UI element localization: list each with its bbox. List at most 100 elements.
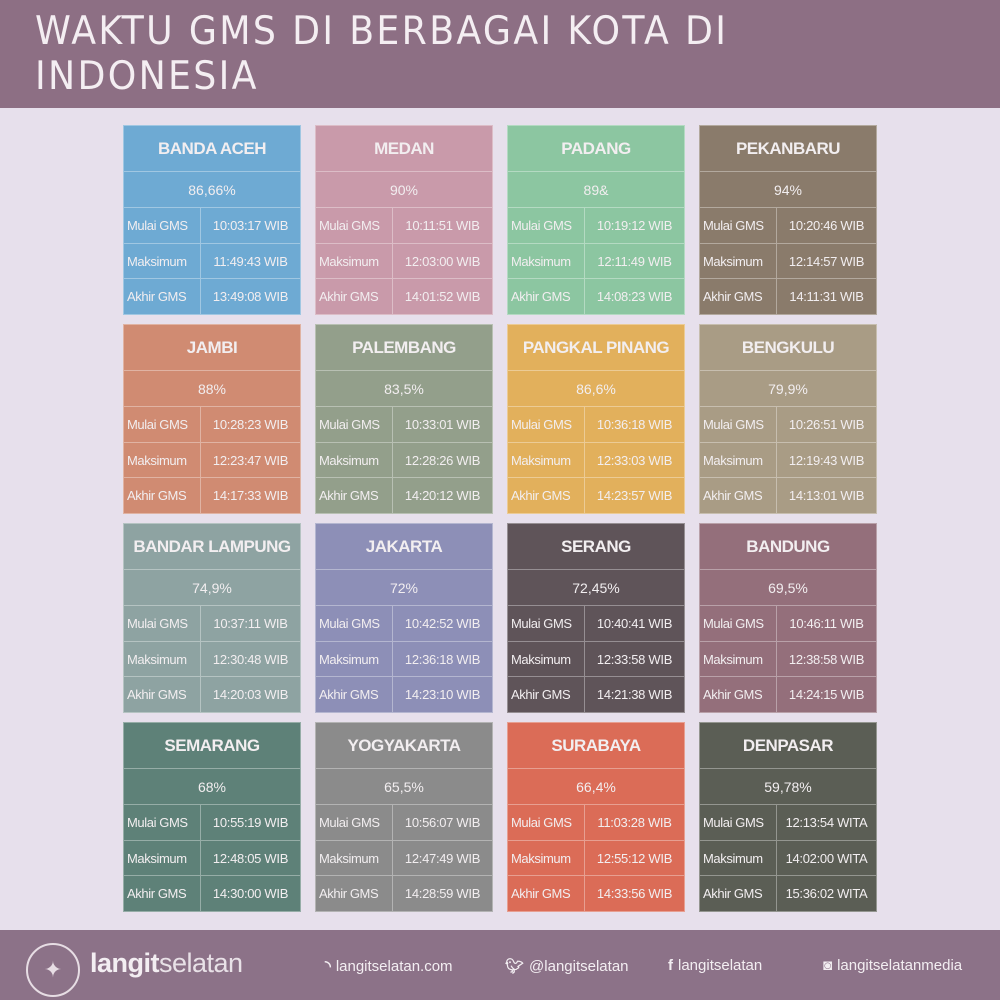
time-row: Mulai GMS 10:26:51 WIB <box>700 407 876 443</box>
time-label: Maksimum <box>508 243 585 279</box>
time-value: 12:23:47 WIB <box>212 452 289 468</box>
time-label: Akhir GMS <box>508 279 585 315</box>
time-row: Mulai GMS 10:28:23 WIB <box>124 407 300 443</box>
time-label: Mulai GMS <box>508 407 585 442</box>
time-row: Maksimum 12:38:58 WIB <box>700 641 876 678</box>
time-row: Maksimum 12:30:48 WIB <box>124 641 300 678</box>
time-row: Maksimum 12:11:49 WIB <box>508 243 684 280</box>
city-name: BANDA ACEH <box>124 126 300 172</box>
time-label: Mulai GMS <box>316 407 393 442</box>
brand-name: langitselatan <box>90 948 243 979</box>
time-value: 12:36:18 WIB <box>404 651 481 667</box>
city-name: BANDAR LAMPUNG <box>124 524 300 570</box>
time-row: Akhir GMS 14:30:00 WIB <box>124 876 300 912</box>
time-row: Maksimum 14:02:00 WITA <box>700 840 876 877</box>
city-card: SEMARANG 68% Mulai GMS 10:55:19 WIB Maksimum… <box>123 722 301 912</box>
city-name: MEDAN <box>316 126 492 172</box>
time-value: 14:20:12 WIB <box>404 488 481 504</box>
time-value: 14:28:59 WIB <box>404 886 481 902</box>
eclipse-percentage: 59,78% <box>700 769 876 805</box>
time-label: Akhir GMS <box>700 279 777 315</box>
website-link[interactable]: ◝ langitselatan.com <box>325 957 453 976</box>
instagram-text: langitselatanmedia <box>837 957 963 974</box>
instagram-link[interactable]: ◙ langitselatanmedia <box>823 957 962 974</box>
city-card: SERANG 72,45% Mulai GMS 10:40:41 WIB Maksimu… <box>507 523 685 713</box>
city-name: PEKANBARU <box>700 126 876 172</box>
time-label: Mulai GMS <box>700 805 777 840</box>
eclipse-percentage: 69,5% <box>700 570 876 606</box>
time-label: Maksimum <box>316 243 393 279</box>
langitselatan-logo: ✦ <box>26 943 80 997</box>
time-label: Akhir GMS <box>508 876 585 912</box>
time-row: Akhir GMS 14:11:31 WIB <box>700 279 876 315</box>
time-label: Akhir GMS <box>700 876 777 912</box>
facebook-text: langitselatan <box>678 957 763 974</box>
time-label: Mulai GMS <box>700 606 777 641</box>
time-row: Akhir GMS 14:23:57 WIB <box>508 478 684 514</box>
time-value: 14:21:38 WIB <box>596 687 673 703</box>
time-value: 10:33:01 WIB <box>404 416 481 432</box>
time-value: 14:13:01 WIB <box>788 488 865 504</box>
time-label: Mulai GMS <box>316 606 393 641</box>
time-row: Mulai GMS 10:36:18 WIB <box>508 407 684 443</box>
time-label: Akhir GMS <box>124 279 201 315</box>
time-value: 10:20:46 WIB <box>788 217 865 233</box>
page-title: WAKTU GMS DI BERBAGAI KOTA DI INDONESIA <box>35 9 729 99</box>
city-card: PADANG 89& Mulai GMS 10:19:12 WIB Maksimum 12… <box>507 125 685 315</box>
time-value: 14:30:00 WIB <box>212 886 289 902</box>
time-label: Maksimum <box>508 641 585 677</box>
time-label: Mulai GMS <box>124 805 201 840</box>
eclipse-percentage: 66,4% <box>508 769 684 805</box>
time-value: 10:46:11 WIB <box>789 615 864 631</box>
time-label: Mulai GMS <box>124 606 201 641</box>
time-label: Mulai GMS <box>316 208 393 243</box>
time-row: Akhir GMS 14:01:52 WIB <box>316 279 492 315</box>
time-row: Akhir GMS 14:24:15 WIB <box>700 677 876 713</box>
time-row: Maksimum 12:19:43 WIB <box>700 442 876 479</box>
time-row: Mulai GMS 10:20:46 WIB <box>700 208 876 244</box>
time-value: 10:26:51 WIB <box>788 416 865 432</box>
eclipse-percentage: 65,5% <box>316 769 492 805</box>
time-row: Mulai GMS 10:11:51 WIB <box>316 208 492 244</box>
time-label: Maksimum <box>700 840 777 876</box>
time-row: Akhir GMS 14:23:10 WIB <box>316 677 492 713</box>
time-row: Akhir GMS 13:49:08 WIB <box>124 279 300 315</box>
time-value: 12:55:12 WIB <box>596 850 673 866</box>
time-label: Mulai GMS <box>316 805 393 840</box>
city-card: PEKANBARU 94% Mulai GMS 10:20:46 WIB Maksimu… <box>699 125 877 315</box>
time-row: Akhir GMS 14:17:33 WIB <box>124 478 300 514</box>
city-name: SURABAYA <box>508 723 684 769</box>
time-row: Maksimum 12:14:57 WIB <box>700 243 876 280</box>
time-row: Maksimum 12:47:49 WIB <box>316 840 492 877</box>
time-row: Maksimum 12:23:47 WIB <box>124 442 300 479</box>
time-label: Mulai GMS <box>508 208 585 243</box>
eclipse-percentage: 68% <box>124 769 300 805</box>
eclipse-percentage: 72% <box>316 570 492 606</box>
time-row: Mulai GMS 10:40:41 WIB <box>508 606 684 642</box>
time-row: Maksimum 12:33:03 WIB <box>508 442 684 479</box>
time-row: Mulai GMS 10:42:52 WIB <box>316 606 492 642</box>
facebook-link[interactable]: f langitselatan <box>668 957 762 974</box>
city-card: PALEMBANG 83,5% Mulai GMS 10:33:01 WIB Maksi… <box>315 324 493 514</box>
time-label: Maksimum <box>508 442 585 478</box>
twitter-text: @langitselatan <box>529 957 629 975</box>
time-label: Maksimum <box>124 641 201 677</box>
brand-light: selatan <box>159 948 243 978</box>
brand-bold: langit <box>90 948 160 978</box>
time-label: Akhir GMS <box>700 478 777 514</box>
time-row: Akhir GMS 14:28:59 WIB <box>316 876 492 912</box>
time-value: 14:23:57 WIB <box>596 488 673 504</box>
twitter-link[interactable]: 🐦︎ @langitselatan <box>505 957 629 976</box>
eclipse-percentage: 72,45% <box>508 570 684 606</box>
city-name: YOGYAKARTA <box>316 723 492 769</box>
city-name: SERANG <box>508 524 684 570</box>
time-label: Maksimum <box>700 641 777 677</box>
eclipse-percentage: 79,9% <box>700 371 876 407</box>
time-value: 14:17:33 WIB <box>212 488 289 504</box>
time-row: Maksimum 12:48:05 WIB <box>124 840 300 877</box>
time-row: Akhir GMS 14:20:03 WIB <box>124 677 300 713</box>
time-row: Mulai GMS 10:56:07 WIB <box>316 805 492 841</box>
time-value: 12:28:26 WIB <box>404 452 481 468</box>
time-label: Mulai GMS <box>508 606 585 641</box>
time-value: 14:08:23 WIB <box>596 289 673 305</box>
